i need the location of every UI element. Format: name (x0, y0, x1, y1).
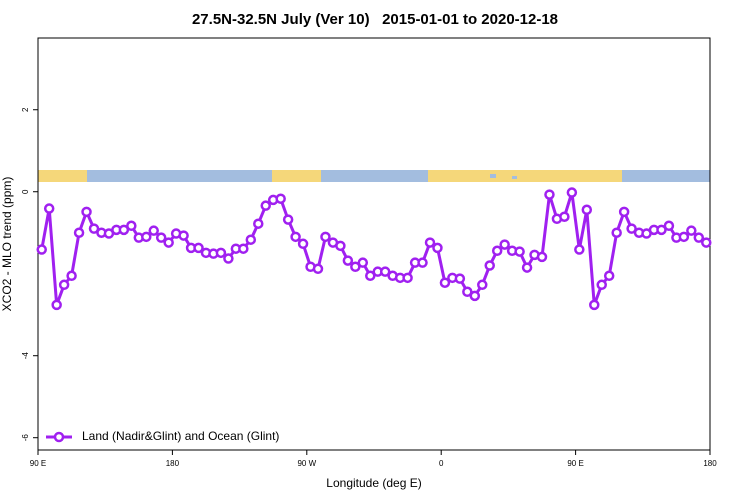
point (589, 299, 600, 311)
point (320, 231, 331, 243)
point (126, 220, 137, 232)
point (417, 257, 428, 268)
point (611, 227, 622, 238)
point (432, 242, 443, 254)
point (477, 279, 488, 291)
x-tick-label: 90 E (567, 459, 583, 468)
point (424, 237, 436, 248)
point (559, 211, 570, 222)
point (536, 251, 548, 263)
point (626, 223, 637, 234)
x-tick-label: 90 W (297, 459, 316, 468)
point (81, 206, 92, 218)
point (350, 261, 361, 273)
point (36, 244, 47, 255)
x-axis-label: Longitude (deg E) (326, 476, 421, 490)
y-axis-label: XCO2 - MLO trend (ppm) (0, 177, 14, 312)
point (245, 234, 257, 245)
point (402, 272, 413, 284)
point (491, 245, 503, 257)
point (335, 240, 346, 252)
point (656, 224, 667, 236)
point (454, 273, 466, 284)
point (521, 262, 533, 273)
point (148, 225, 159, 236)
point (566, 187, 578, 198)
point (141, 231, 152, 243)
point (238, 243, 249, 254)
legend-label: Land (Nadir&Glint) and Ocean (Glint) (82, 429, 279, 443)
series-line (40, 192, 708, 306)
point (223, 253, 234, 264)
point (88, 223, 100, 234)
point (178, 230, 189, 241)
point (686, 225, 697, 236)
point (73, 227, 85, 238)
point (701, 237, 712, 248)
point (618, 206, 630, 218)
land-ocean-strip (38, 170, 710, 182)
point (163, 237, 174, 248)
point (297, 238, 309, 250)
y-tick-label: 0 (21, 189, 30, 194)
point (581, 204, 593, 216)
point (342, 255, 354, 266)
point (275, 193, 286, 204)
point (484, 260, 495, 271)
point (193, 242, 204, 254)
point (58, 279, 70, 291)
point (469, 290, 481, 302)
point (499, 239, 510, 250)
point (596, 279, 607, 291)
x-tick-label: 0 (439, 459, 444, 468)
point (365, 270, 376, 282)
chart-title: 27.5N-32.5N July (Ver 10) 2015-01-01 to … (192, 11, 558, 28)
point (544, 189, 555, 200)
point (439, 277, 451, 288)
point (253, 218, 264, 229)
point (66, 270, 77, 282)
y-tick-label: -6 (21, 434, 30, 442)
legend-marker (53, 431, 65, 443)
point (215, 247, 227, 259)
point (282, 214, 294, 225)
point (678, 231, 690, 243)
point (357, 257, 369, 268)
point (603, 270, 615, 282)
point (290, 231, 301, 243)
point (462, 286, 473, 298)
point (43, 203, 55, 214)
point (379, 266, 391, 277)
point (260, 200, 271, 211)
point (663, 220, 675, 232)
x-tick-label: 90 E (30, 459, 46, 468)
point (574, 244, 585, 255)
plot-frame (37, 37, 711, 451)
y-tick-label: -4 (21, 352, 30, 360)
x-tick-label: 180 (703, 459, 717, 468)
point (514, 246, 525, 257)
x-tick-label: 180 (166, 459, 180, 468)
point (118, 224, 130, 236)
y-tick-label: 2 (21, 107, 30, 112)
point (312, 263, 324, 275)
point (693, 232, 705, 243)
point (51, 299, 62, 311)
point (155, 232, 167, 243)
